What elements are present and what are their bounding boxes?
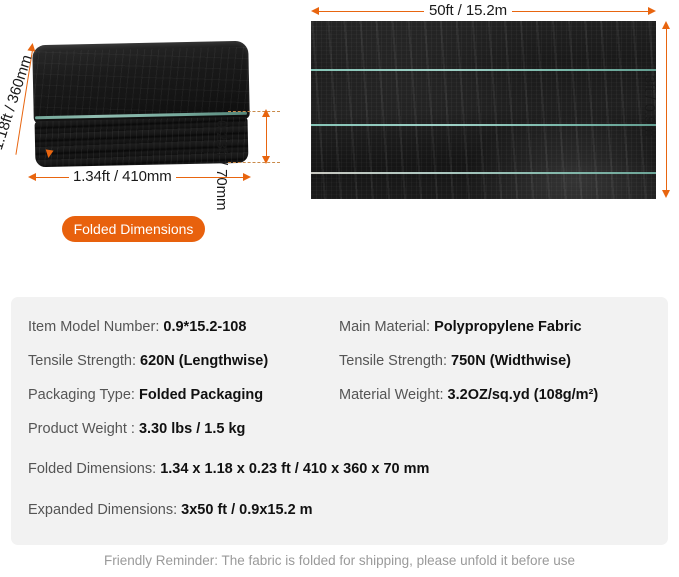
spec-value: 750N (Widthwise) xyxy=(451,353,571,369)
spec-label: Item Model Number: xyxy=(28,319,160,335)
spec-label: Product Weight : xyxy=(28,421,135,437)
spec-value: 3.30 lbs / 1.5 kg xyxy=(138,421,246,437)
folded-width-arrow-right xyxy=(243,173,251,181)
folded-thickness-line xyxy=(266,115,267,159)
expanded-product-panel: 50ft / 15.2m 3ft / 0.9m Expanded Dimensi… xyxy=(300,0,679,290)
spec-label: Tensile Strength: xyxy=(28,353,137,369)
folded-thickness-arrow-up xyxy=(262,109,270,117)
spec-label: Folded Dimensions: xyxy=(28,461,157,477)
spec-value: Folded Packaging xyxy=(138,387,264,403)
expanded-width-arrow-left xyxy=(311,7,319,15)
friendly-reminder-text: Friendly Reminder: The fabric is folded … xyxy=(103,553,575,568)
spec-value: Polypropylene Fabric xyxy=(434,319,582,335)
folded-thickness-label: 0.23ft / 70mm xyxy=(213,120,230,211)
expanded-height-arrow-down xyxy=(662,190,670,198)
spec-packaging-type: Packaging Type: Folded Packaging xyxy=(28,387,263,403)
fabric-stripe-3 xyxy=(311,172,656,175)
spec-label: Main Material: xyxy=(339,319,431,335)
spec-expanded-dimensions: Expanded Dimensions: 3x50 ft / 0.9x15.2 … xyxy=(28,502,313,518)
diagram-area: 1.18ft / 360mm 1.34ft / 410mm 0.23ft / 7… xyxy=(0,0,679,290)
spec-item-model-number: Item Model Number: 0.9*15.2-108 xyxy=(28,319,246,335)
spec-label: Material Weight: xyxy=(339,387,444,403)
spec-value: 0.9*15.2-108 xyxy=(163,319,247,335)
spec-folded-dimensions: Folded Dimensions: 1.34 x 1.18 x 0.23 ft… xyxy=(28,461,429,477)
spec-value: 1.34 x 1.18 x 0.23 ft / 410 x 360 x 70 m… xyxy=(160,461,430,477)
spec-value: 3.2OZ/sq.yd (108g/m²) xyxy=(447,387,599,403)
folded-width-label: 1.34ft / 410mm xyxy=(69,168,176,185)
folded-product-panel: 1.18ft / 360mm 1.34ft / 410mm 0.23ft / 7… xyxy=(0,0,300,290)
spec-material-weight: Material Weight: 3.2OZ/sq.yd (108g/m²) xyxy=(339,387,598,403)
folded-thickness-ext-bottom xyxy=(228,162,280,163)
spec-main-material: Main Material: Polypropylene Fabric xyxy=(339,319,582,335)
spec-value: 3x50 ft / 0.9x15.2 m xyxy=(181,502,313,518)
folded-height-arrow-up xyxy=(27,42,37,52)
spec-tensile-strength-lengthwise: Tensile Strength: 620N (Lengthwise) xyxy=(28,353,268,369)
expanded-height-arrow-up xyxy=(662,21,670,29)
spec-value: 620N (Lengthwise) xyxy=(140,353,269,369)
folded-dimensions-badge[interactable]: Folded Dimensions xyxy=(62,216,205,242)
folded-thickness-ext-top xyxy=(228,111,280,112)
folded-fabric-top-surface xyxy=(32,40,250,124)
fabric-stripe-2 xyxy=(311,124,656,127)
folded-thickness-arrow-down xyxy=(262,156,270,164)
spec-product-weight: Product Weight : 3.30 lbs / 1.5 kg xyxy=(28,421,245,437)
spec-label: Packaging Type: xyxy=(28,387,135,403)
expanded-width-label: 50ft / 15.2m xyxy=(424,2,513,19)
expanded-height-line xyxy=(666,27,667,193)
spec-label: Expanded Dimensions: xyxy=(28,502,178,518)
specifications-panel: Item Model Number: 0.9*15.2-108 Main Mat… xyxy=(11,297,668,545)
spec-tensile-strength-widthwise: Tensile Strength: 750N (Widthwise) xyxy=(339,353,571,369)
folded-width-arrow-left xyxy=(28,173,36,181)
folded-height-arrow-down xyxy=(44,149,54,159)
spec-label: Tensile Strength: xyxy=(339,353,448,369)
expanded-width-arrow-right xyxy=(648,7,656,15)
expanded-fabric-illustration xyxy=(311,21,656,199)
fabric-stripe-1 xyxy=(311,69,656,72)
expanded-height-label: 3ft / 0.9m xyxy=(641,75,658,137)
